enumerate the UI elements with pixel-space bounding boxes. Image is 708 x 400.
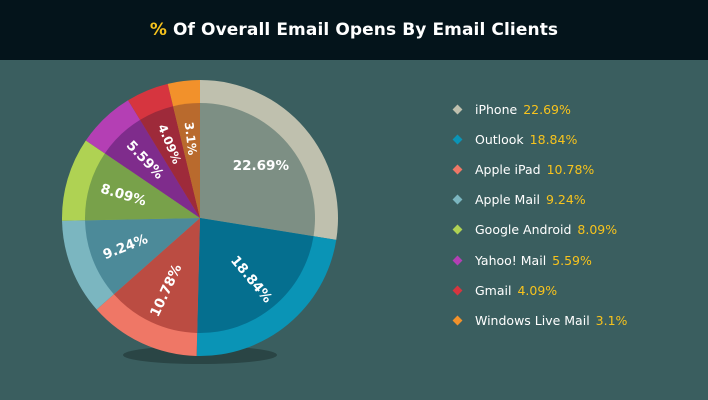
legend-value: 18.84% (529, 131, 578, 147)
pie-slice-iphone (200, 103, 315, 237)
chart-title: % Of Overall Email Opens By Email Client… (150, 20, 558, 40)
legend-marker-diamond-icon (452, 285, 463, 296)
pie-chart: 22.69%18.84%10.78%9.24%8.09%5.59%4.09%3.… (62, 80, 338, 364)
legend-label: iPhone (475, 101, 518, 117)
title-percent-sign: % (149, 20, 167, 40)
legend-value: 3.1% (595, 312, 628, 328)
legend-item-windows-live-mail: Windows Live Mail 3.1% (450, 305, 627, 335)
legend-marker-diamond-icon (452, 315, 463, 326)
legend-item-iphone: iPhone 22.69% (450, 94, 627, 124)
legend-marker-diamond-icon (452, 134, 463, 145)
pie-slice-apple-mail (85, 218, 200, 295)
pie-slice-google-android (84, 153, 200, 221)
legend-value: 5.59% (552, 252, 592, 268)
pie-slice-gmail (140, 106, 200, 218)
legend-label: Gmail (475, 282, 512, 298)
legend-label: Google Android (475, 222, 572, 238)
legend-label: Apple Mail (475, 192, 540, 208)
legend-item-apple-mail: Apple Mail 9.24% (450, 185, 627, 215)
legend-marker-diamond-icon (452, 104, 463, 115)
legend-value: 8.09% (577, 222, 618, 238)
title-bar: % Of Overall Email Opens By Email Client… (0, 0, 708, 60)
legend-item-outlook: Outlook 18.84% (450, 124, 627, 154)
legend-item-apple-ipad: Apple iPad 10.78% (450, 154, 627, 184)
pie-slice-outlook (197, 218, 314, 334)
slice-label-windows-live-mail: 3.1% (182, 121, 200, 156)
pie-inner-disc (84, 103, 315, 334)
legend: iPhone 22.69% Outlook 18.84% Apple iPad 10.78… (450, 94, 627, 336)
legend-marker-diamond-icon (452, 194, 463, 205)
pie-slice-windows-live-mail (173, 103, 200, 218)
legend-value: 9.24% (545, 192, 586, 208)
legend-marker-diamond-icon (452, 255, 463, 265)
legend-label: Windows Live Mail (475, 312, 590, 328)
legend-value: 10.78% (546, 161, 595, 177)
slice-label-iphone: 22.69% (233, 158, 290, 174)
legend-marker-diamond-icon (452, 164, 463, 175)
legend-label: Yahoo! Mail (475, 252, 547, 268)
legend-label: Outlook (475, 131, 524, 147)
legend-marker-diamond-icon (452, 224, 463, 235)
legend-label: Apple iPad (475, 161, 541, 177)
pie-slice-yahoo-mail (104, 119, 200, 218)
legend-item-gmail: Gmail 4.09% (450, 275, 627, 305)
pie-slice-apple-ipad (113, 218, 200, 333)
legend-value: 22.69% (523, 101, 571, 117)
legend-item-yahoo-mail: Yahoo! Mail 5.59% (450, 245, 627, 275)
title-text: Of Overall Email Opens By Email Clients (166, 20, 559, 40)
legend-item-google-android: Google Android 8.09% (450, 215, 627, 245)
legend-value: 4.09% (517, 282, 558, 298)
